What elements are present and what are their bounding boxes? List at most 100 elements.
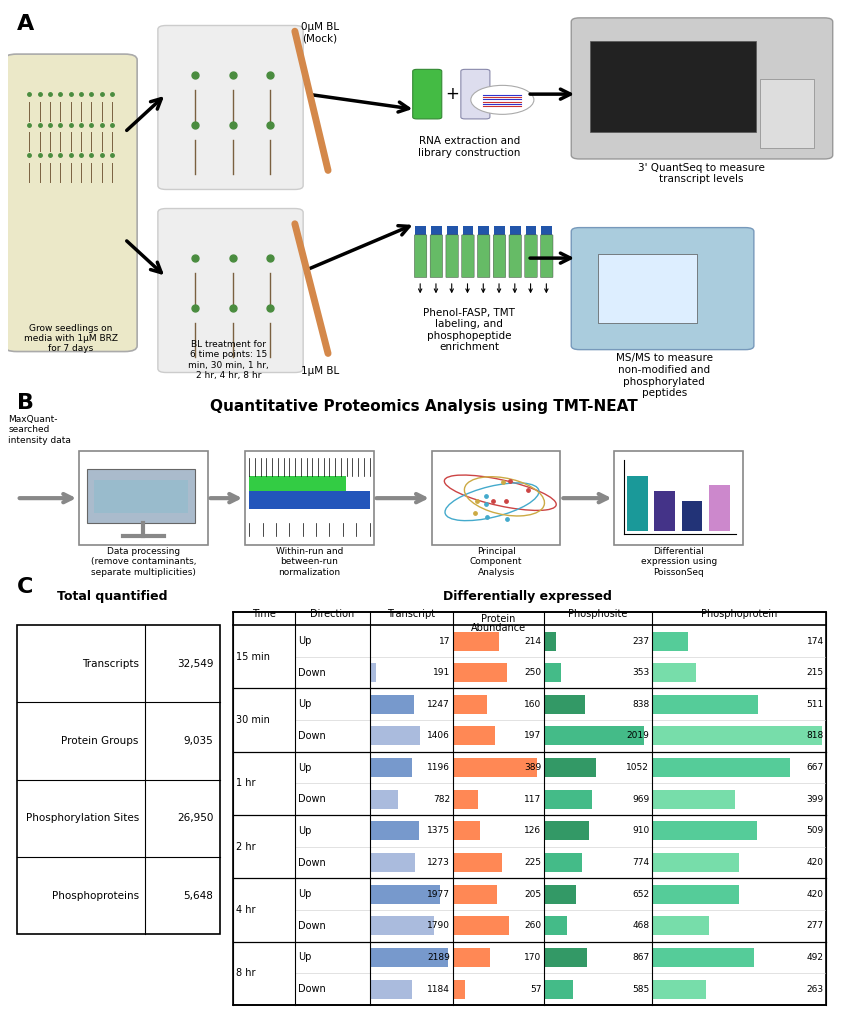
Bar — [452, 695, 487, 714]
Text: 237: 237 — [632, 637, 650, 645]
Text: 2019: 2019 — [627, 731, 650, 740]
Bar — [452, 664, 507, 682]
Text: 2 hr: 2 hr — [236, 842, 256, 852]
Text: 1μM BL: 1μM BL — [301, 367, 339, 377]
Text: 174: 174 — [806, 637, 823, 645]
Bar — [415, 225, 426, 236]
Text: B: B — [17, 393, 34, 414]
Text: 585: 585 — [632, 985, 650, 993]
Text: 910: 910 — [632, 826, 650, 836]
Text: Up: Up — [298, 889, 312, 899]
Text: BL treatment for
6 time points: 15
min, 30 min, 1 hr,
2 hr, 4 hr, 8 hr: BL treatment for 6 time points: 15 min, … — [188, 340, 268, 380]
Text: +: + — [446, 85, 459, 103]
Bar — [452, 821, 480, 841]
Text: 30 min: 30 min — [236, 715, 270, 725]
Bar — [245, 452, 374, 545]
Text: 1052: 1052 — [627, 763, 650, 772]
Text: 509: 509 — [806, 826, 823, 836]
Bar — [652, 916, 709, 935]
Bar — [544, 916, 567, 935]
Bar — [452, 853, 501, 872]
Point — [479, 487, 493, 504]
Text: Phosphoproteins: Phosphoproteins — [52, 891, 139, 901]
Text: 1273: 1273 — [427, 858, 450, 867]
Bar — [446, 225, 457, 236]
FancyBboxPatch shape — [571, 17, 833, 159]
Bar — [652, 632, 688, 650]
Text: Abundance: Abundance — [471, 623, 526, 633]
Bar — [760, 79, 814, 147]
Bar — [544, 695, 585, 714]
Text: Differentially expressed: Differentially expressed — [443, 590, 612, 603]
FancyBboxPatch shape — [525, 234, 537, 278]
Text: Data processing
(remove contaminants,
separate multiplicities): Data processing (remove contaminants, se… — [91, 547, 197, 577]
Text: 1790: 1790 — [427, 922, 450, 931]
Text: RNA extraction and
library construction: RNA extraction and library construction — [418, 136, 520, 158]
Text: Up: Up — [298, 952, 312, 963]
FancyBboxPatch shape — [446, 234, 458, 278]
Text: 5,648: 5,648 — [184, 891, 213, 901]
Text: Differential
expression using
PoissonSeq: Differential expression using PoissonSeq — [640, 547, 717, 577]
Text: Phosphoprotein: Phosphoprotein — [700, 609, 777, 620]
Bar — [452, 726, 495, 745]
Bar — [544, 980, 573, 998]
Bar — [452, 885, 497, 903]
Text: 774: 774 — [632, 858, 650, 867]
Text: 17: 17 — [439, 637, 450, 645]
Bar — [544, 790, 592, 809]
Text: A: A — [17, 14, 34, 34]
Point — [495, 474, 509, 490]
Bar — [652, 885, 739, 903]
Point — [479, 509, 493, 525]
Text: 511: 511 — [806, 699, 823, 709]
Text: 3' QuantSeq to measure
transcript levels: 3' QuantSeq to measure transcript levels — [638, 163, 765, 184]
Bar — [17, 626, 220, 934]
Bar — [526, 225, 536, 236]
Text: Quantitative Proteomics Analysis using TMT-NEAT: Quantitative Proteomics Analysis using T… — [209, 398, 638, 414]
Text: Down: Down — [298, 795, 326, 804]
Text: Transcript: Transcript — [387, 609, 435, 620]
FancyBboxPatch shape — [87, 469, 195, 523]
Text: 57: 57 — [530, 985, 541, 993]
Bar — [544, 632, 556, 650]
Text: Grow seedlings on
media with 1μM BRZ
for 7 days: Grow seedlings on media with 1μM BRZ for… — [24, 324, 118, 353]
Text: Direction: Direction — [310, 609, 354, 620]
Bar — [652, 726, 822, 745]
Point — [471, 493, 484, 509]
Text: Up: Up — [298, 699, 312, 710]
Bar — [369, 885, 440, 903]
Point — [468, 505, 482, 521]
Point — [521, 481, 534, 498]
FancyBboxPatch shape — [94, 480, 188, 513]
Text: Down: Down — [298, 984, 326, 994]
Text: 126: 126 — [524, 826, 541, 836]
Point — [479, 496, 493, 512]
Text: Phenol-FASP, TMT
labeling, and
phosphopeptide
enrichment: Phenol-FASP, TMT labeling, and phosphope… — [424, 307, 515, 352]
Text: 492: 492 — [806, 953, 823, 962]
Text: 1406: 1406 — [427, 731, 450, 740]
Text: 214: 214 — [524, 637, 541, 645]
Text: 1977: 1977 — [427, 890, 450, 899]
Text: Phosphorylation Sites: Phosphorylation Sites — [25, 813, 139, 823]
Text: 4 hr: 4 hr — [236, 905, 256, 915]
Bar — [452, 632, 499, 650]
Bar — [369, 821, 418, 841]
Bar — [452, 916, 509, 935]
Point — [501, 511, 514, 527]
Bar — [452, 790, 478, 809]
FancyBboxPatch shape — [412, 70, 442, 119]
Text: 652: 652 — [632, 890, 650, 899]
FancyBboxPatch shape — [478, 234, 490, 278]
Bar — [369, 790, 397, 809]
Text: 263: 263 — [806, 985, 823, 993]
FancyBboxPatch shape — [461, 70, 490, 119]
Text: 667: 667 — [806, 763, 823, 772]
Text: Within-run and
between-run
normalization: Within-run and between-run normalization — [275, 547, 343, 577]
FancyBboxPatch shape — [571, 227, 754, 349]
Bar — [598, 254, 697, 323]
Bar — [541, 225, 552, 236]
FancyBboxPatch shape — [4, 54, 137, 351]
Bar — [369, 695, 414, 714]
Text: MS/MS to measure
non-modified and
phosphorylated
peptides: MS/MS to measure non-modified and phosph… — [616, 353, 712, 398]
Text: Down: Down — [298, 731, 326, 741]
